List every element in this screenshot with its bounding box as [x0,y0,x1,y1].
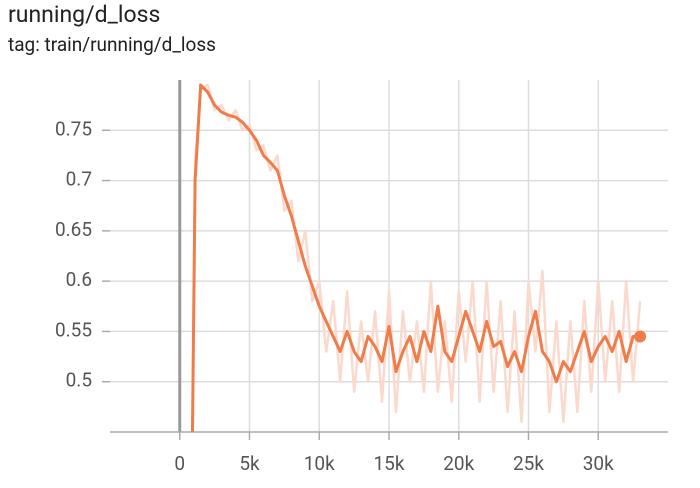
chart-title: running/d_loss [8,1,160,28]
x-tick-label: 25k [513,452,544,475]
x-tick-label: 10k [304,452,335,475]
y-tick-label: 0.65 [55,218,92,241]
smoothed-line [190,83,641,432]
y-tick-label: 0.5 [66,369,92,392]
chart-subtitle: tag: train/running/d_loss [8,33,216,56]
x-tick-label: 30k [583,452,614,475]
y-tick-label: 0.75 [55,117,92,140]
y-tick-label: 0.6 [66,268,92,291]
x-tick-label: 5k [239,452,260,475]
end-point [634,330,647,343]
y-tick-label: 0.55 [55,318,92,341]
y-tick-label: 0.7 [66,168,92,191]
plot-area [190,83,642,432]
x-tick-label: 20k [443,452,474,475]
x-tick-label: 0 [174,452,185,475]
x-tick-label: 15k [374,452,405,475]
